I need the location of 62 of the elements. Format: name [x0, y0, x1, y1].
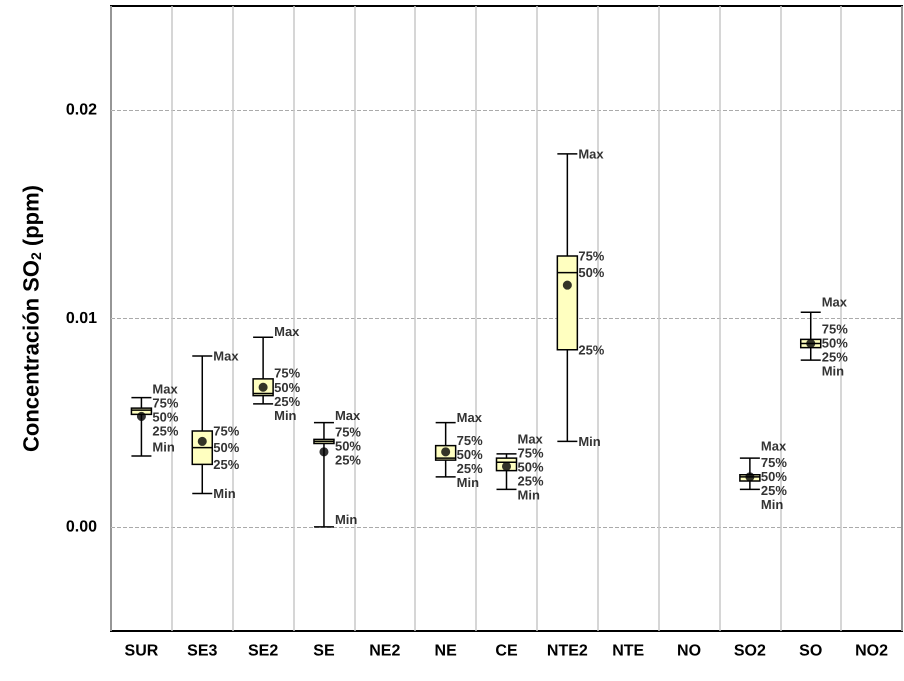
annotation: Min: [578, 434, 601, 449]
x-tick-label: SO: [799, 642, 822, 660]
x-tick-label: NE2: [369, 642, 400, 660]
annotation: 75%: [822, 322, 848, 337]
annotation: 50%: [518, 459, 544, 474]
x-tick-label: NO2: [855, 642, 888, 660]
annotation: 25%: [274, 394, 301, 410]
annotation: Min: [456, 474, 480, 490]
annotation: 75%: [578, 248, 605, 264]
x-tick-label: SO2: [734, 642, 766, 660]
annotation: 75%: [456, 432, 484, 448]
annotation: 25%: [334, 452, 362, 468]
annotation: 50%: [456, 446, 484, 462]
annotation: Max: [213, 348, 240, 364]
x-tick-label: SE3: [187, 642, 218, 660]
annotation: Max: [274, 324, 300, 339]
annotation: 75%: [274, 366, 301, 381]
annotation: Min: [213, 486, 236, 501]
annotation: Max: [334, 408, 362, 424]
annotation: 25%: [822, 350, 848, 365]
annotation: Max: [760, 438, 787, 454]
annotation: 25%: [152, 423, 179, 438]
y-tick-label: 0.00: [66, 518, 98, 536]
annotation: 50%: [760, 469, 788, 484]
annotation: 50%: [274, 380, 301, 396]
x-tick-label: NE: [434, 642, 458, 660]
annotation: 75%: [334, 424, 362, 440]
annotation: Min: [760, 497, 784, 512]
annotation: Min: [152, 440, 175, 455]
y-tick-label: 0.01: [66, 310, 98, 327]
annotation: 50%: [578, 265, 605, 280]
x-tick-label: NTE: [612, 642, 645, 660]
annotation: 50%: [152, 409, 179, 424]
annotation: 50%: [334, 438, 362, 454]
annotation: 25%: [518, 473, 544, 488]
annotation: Max: [152, 381, 178, 396]
x-tick-label: SE: [313, 642, 335, 660]
annotation: Min: [822, 364, 844, 379]
annotation: Max: [578, 146, 604, 162]
annotation: 50%: [213, 440, 240, 456]
annotation: 25%: [456, 460, 484, 476]
annotation: Max: [518, 431, 544, 446]
annotation: 25%: [578, 342, 605, 358]
annotation: Max: [822, 294, 848, 310]
y-axis-title: Concentración SO2 (ppm): [18, 185, 44, 452]
x-tick-label: CE: [495, 642, 518, 660]
annotation: Min: [518, 487, 540, 502]
x-tick-label: NTE2: [546, 642, 588, 660]
x-tick-label: SUR: [124, 642, 159, 660]
annotation: 25%: [760, 483, 788, 498]
annotation: 75%: [213, 424, 240, 438]
annotation: 25%: [213, 456, 240, 472]
annotation: Min: [334, 512, 358, 528]
annotation: 50%: [822, 336, 848, 351]
annotation: 75%: [518, 445, 544, 460]
annotation: 75%: [152, 395, 179, 410]
x-tick-label: SE2: [248, 642, 278, 660]
annotation: Max: [456, 410, 483, 426]
annotation: Min: [274, 408, 297, 424]
x-tick-label: NO: [677, 642, 702, 660]
y-tick-label: 0.02: [66, 102, 98, 119]
annotation: 75%: [760, 455, 788, 470]
